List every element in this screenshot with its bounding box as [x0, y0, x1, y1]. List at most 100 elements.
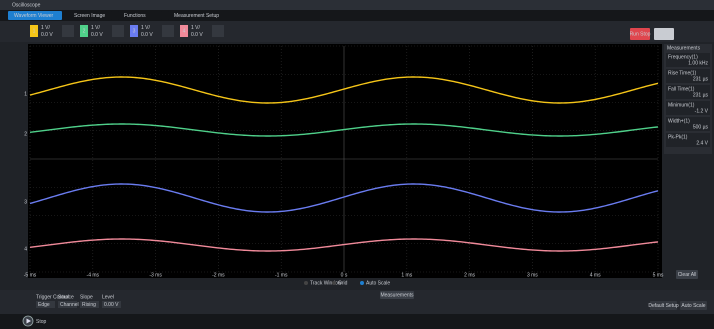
channel-scale: 1 V/ — [191, 25, 201, 31]
time-label: 0 s — [341, 272, 348, 278]
option-radio[interactable] — [304, 281, 308, 285]
trigger-field[interactable] — [80, 301, 99, 308]
channel-id: 4 — [183, 28, 186, 34]
tab[interactable] — [68, 11, 112, 20]
clear-all-button[interactable] — [676, 270, 698, 279]
channel-adjust[interactable] — [62, 25, 74, 37]
measurement-value: 1.00 kHz — [688, 60, 708, 66]
measurement-row — [666, 101, 710, 115]
measurement-value: 2.4 V — [696, 140, 708, 146]
measurement-row — [666, 117, 710, 131]
trigger-field[interactable] — [58, 301, 77, 308]
time-label: 2 ms — [464, 272, 475, 278]
run-stop-button[interactable] — [630, 28, 650, 40]
right-button[interactable] — [650, 301, 677, 310]
window-title: Oscilloscope — [12, 2, 41, 8]
channel-badge[interactable] — [80, 25, 88, 37]
time-label: 5 ms — [653, 272, 664, 278]
channel-offset: 0.0 V — [141, 32, 153, 38]
measurement-name: Minimum(1) — [668, 102, 695, 108]
run-stop-label: Run Stop — [630, 31, 651, 37]
trace-marker: 1 — [24, 91, 27, 97]
trigger-value: Channel 1 — [60, 302, 83, 308]
trace-marker: 3 — [24, 199, 27, 205]
channel-offset: 0.0 V — [41, 32, 53, 38]
channel-id: 1 — [33, 28, 36, 34]
channel-id: 3 — [133, 28, 136, 34]
measurement-row — [666, 69, 710, 83]
trigger-value: Rising — [82, 302, 96, 308]
status-label: Stop — [36, 319, 47, 325]
measurement-row — [666, 53, 710, 67]
measurement-value: 500 µs — [693, 124, 709, 130]
measurement-name: Rise Time(1) — [668, 70, 697, 76]
time-label: 3 ms — [527, 272, 538, 278]
clear-all-label: Clear All — [678, 272, 697, 278]
channel-offset: 0.0 V — [191, 32, 203, 38]
channel-scale: 1 V/ — [41, 25, 51, 31]
measurements-button-label: Measurements — [380, 292, 414, 298]
option-radio[interactable] — [360, 281, 364, 285]
measurement-value: 231 µs — [693, 92, 709, 98]
channel-badge[interactable] — [30, 25, 38, 37]
tab-bar — [0, 10, 714, 21]
trigger-value: 0.00 V — [104, 302, 119, 308]
trigger-label: Slope — [80, 294, 93, 300]
tab-label: Measurement Setup — [174, 13, 219, 19]
option-label: Auto Scale — [366, 280, 390, 286]
panel-title: Measurements — [667, 45, 701, 51]
channel-adjust[interactable] — [212, 25, 224, 37]
time-label: -2 ms — [212, 272, 225, 278]
trigger-label: Level — [102, 294, 114, 300]
option-label: Track Window — [310, 280, 342, 286]
right-button-label: Default Setup — [648, 303, 679, 309]
time-label: 1 ms — [401, 272, 412, 278]
measurement-row — [666, 85, 710, 99]
time-label: -5 ms — [24, 272, 37, 278]
waveform — [29, 123, 659, 137]
trigger-field[interactable] — [36, 301, 55, 308]
trigger-label: Trigger Control — [36, 294, 69, 300]
measurement-name: Width+(1) — [668, 118, 690, 124]
waveform — [29, 76, 659, 104]
measurement-value: 231 µs — [693, 76, 709, 82]
trace-marker: 4 — [24, 246, 27, 252]
channel-id: 2 — [83, 28, 86, 34]
channel-scale: 1 V/ — [141, 25, 151, 31]
measurement-value: -1.2 V — [695, 108, 709, 114]
measurement-row — [666, 133, 710, 147]
play-icon — [26, 318, 31, 324]
measurement-name: Fall Time(1) — [668, 86, 695, 92]
channel-adjust[interactable] — [162, 25, 174, 37]
toolbar — [0, 21, 714, 42]
waveform — [29, 238, 659, 252]
channel-badge[interactable] — [130, 25, 138, 37]
right-button[interactable] — [680, 301, 707, 310]
measurements-button[interactable] — [380, 291, 414, 299]
option-label: Grid — [338, 280, 348, 286]
time-label: 4 ms — [590, 272, 601, 278]
tab-label: Waveform Viewer — [14, 13, 54, 19]
tab[interactable] — [8, 11, 62, 20]
trigger-value: Edge — [38, 302, 50, 308]
time-label: -4 ms — [87, 272, 100, 278]
trigger-field[interactable] — [102, 301, 121, 308]
tab-label: Screen Image — [74, 13, 105, 19]
tab-label: Functions — [124, 13, 146, 19]
channel-badge[interactable] — [180, 25, 188, 37]
channel-adjust[interactable] — [112, 25, 124, 37]
single-button[interactable] — [654, 28, 674, 40]
trigger-label: Source — [58, 294, 74, 300]
tab[interactable] — [168, 11, 212, 20]
channel-offset: 0.0 V — [91, 32, 103, 38]
trace-marker: 2 — [24, 131, 27, 137]
time-label: -3 ms — [149, 272, 162, 278]
channel-scale: 1 V/ — [91, 25, 101, 31]
tab[interactable] — [118, 11, 162, 20]
option-radio[interactable] — [332, 281, 336, 285]
single-label: Single — [657, 31, 671, 37]
title-bar — [0, 0, 714, 10]
plot-area — [28, 44, 662, 278]
right-button-label: Auto Scale — [681, 303, 705, 309]
